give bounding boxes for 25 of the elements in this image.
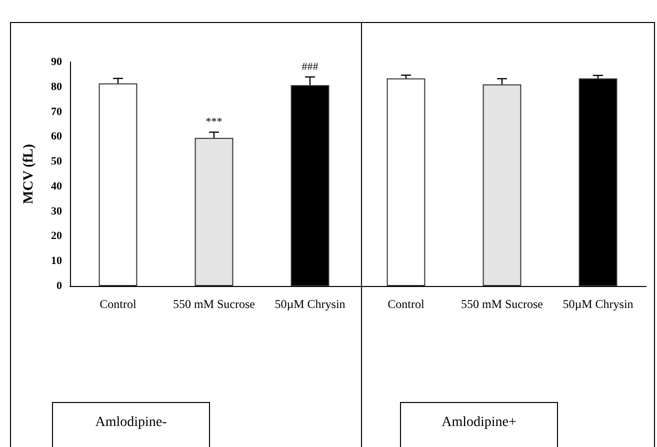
- y-axis-title: MCV (fL): [22, 144, 36, 204]
- bar: [386, 78, 426, 286]
- x-tick-label: 50µM Chrysin: [274, 297, 346, 311]
- y-tick-label: 60: [51, 130, 62, 143]
- x-tick-label: Control: [100, 297, 137, 311]
- y-tick-label: 10: [51, 255, 62, 268]
- x-tick-label: Control: [388, 297, 425, 311]
- y-tick-label: 30: [51, 205, 62, 218]
- text: Amlodipine+: [400, 402, 558, 447]
- bar: [98, 83, 138, 286]
- y-tick-label: 40: [51, 180, 62, 192]
- y-tick-label: 50: [51, 156, 62, 168]
- annotation: ###: [302, 60, 318, 73]
- x-tick-label: 50µM Chrysin: [562, 297, 634, 311]
- y-tick-label: 90: [51, 56, 62, 68]
- y-tick-label: 20: [51, 230, 62, 242]
- x-tick-label: 550 mM Sucrose: [173, 297, 255, 311]
- y-tick-label: 0: [56, 280, 62, 292]
- x-tick-label: 550 mM Sucrose: [461, 297, 543, 311]
- text: Amlodipine-: [52, 402, 210, 447]
- annotation: ***: [206, 116, 222, 128]
- y-tick-label: 70: [51, 106, 62, 118]
- bar: [194, 138, 234, 286]
- y-tick-label: 80: [51, 80, 62, 93]
- bar: [482, 84, 522, 286]
